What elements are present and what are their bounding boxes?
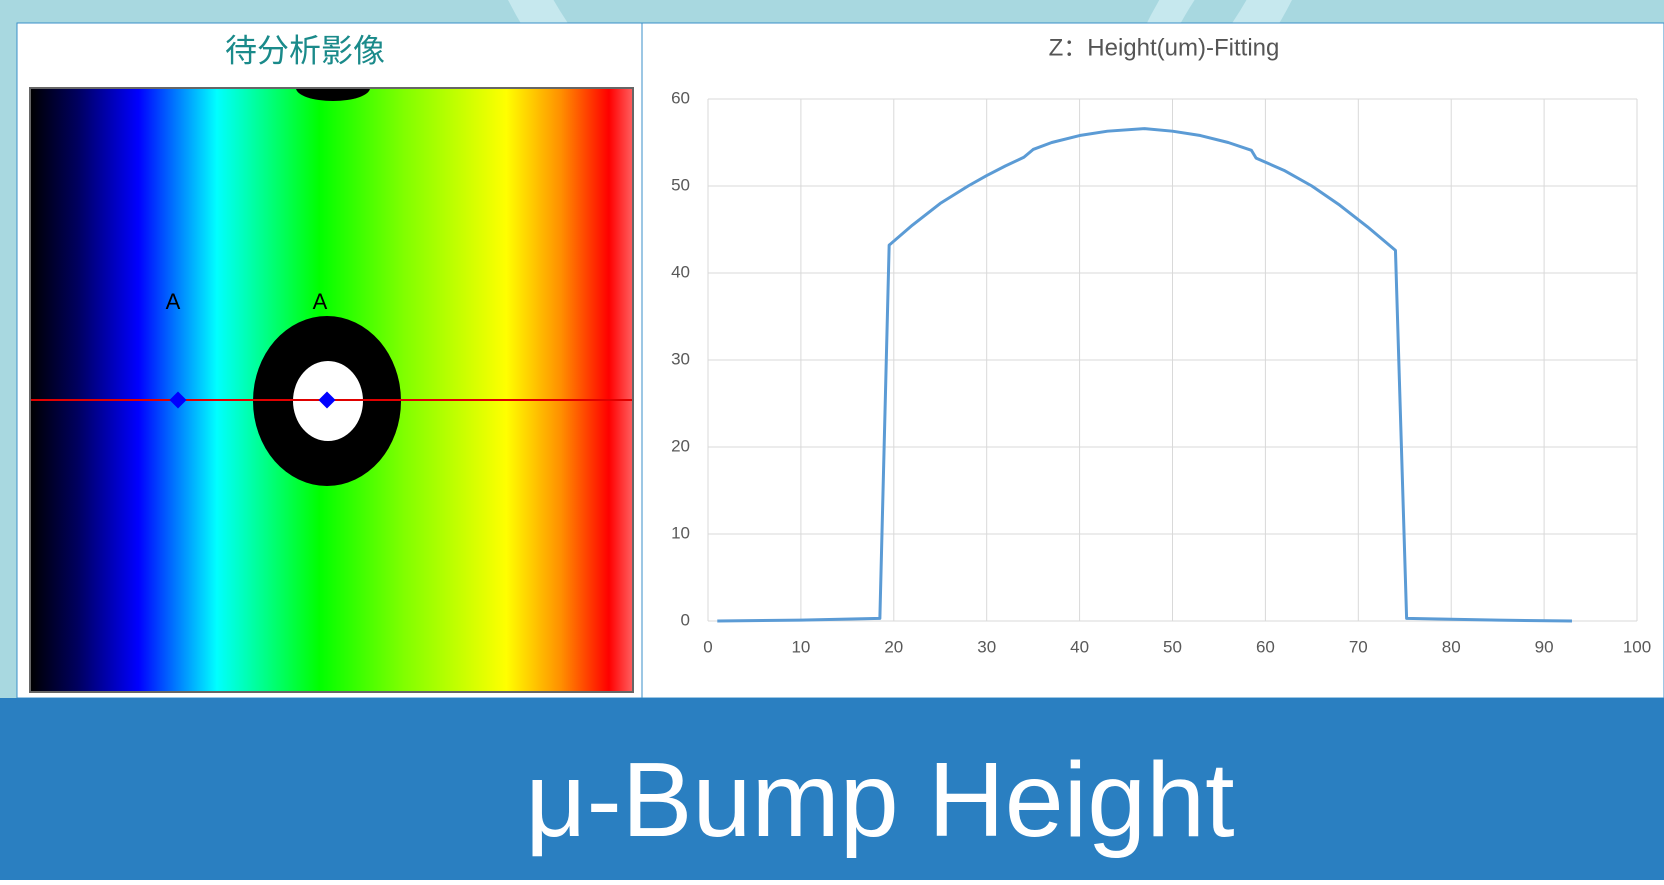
y-tick-label: 20 bbox=[671, 436, 690, 455]
y-tick-label: 40 bbox=[671, 262, 690, 281]
x-tick-label: 30 bbox=[977, 637, 996, 656]
banner-text: μ-Bump Height bbox=[525, 741, 1234, 859]
y-tick-label: 50 bbox=[671, 175, 690, 194]
y-tick-label: 60 bbox=[671, 88, 690, 107]
x-tick-label: 100 bbox=[1623, 637, 1651, 656]
slide: 待分析影像 A A Z：Height(um)-Fitting μ-Bump He… bbox=[0, 0, 1664, 880]
chart-title: Z：Height(um)-Fitting bbox=[1049, 34, 1280, 61]
image-title: 待分析影像 bbox=[225, 32, 385, 68]
marker-label: A bbox=[313, 289, 328, 314]
page: 待分析影像 A A Z：Height(um)-Fitting μ-Bump He… bbox=[0, 0, 1664, 880]
x-tick-label: 80 bbox=[1442, 637, 1461, 656]
x-tick-label: 70 bbox=[1349, 637, 1368, 656]
y-tick-label: 10 bbox=[671, 523, 690, 542]
x-tick-label: 10 bbox=[791, 637, 810, 656]
x-tick-label: 60 bbox=[1256, 637, 1275, 656]
y-tick-label: 30 bbox=[671, 349, 690, 368]
y-tick-label: 0 bbox=[681, 610, 690, 629]
x-tick-label: 40 bbox=[1070, 637, 1089, 656]
marker-label: A bbox=[166, 289, 181, 314]
x-tick-label: 20 bbox=[884, 637, 903, 656]
x-tick-label: 90 bbox=[1535, 637, 1554, 656]
x-tick-label: 50 bbox=[1163, 637, 1182, 656]
heatmap-image: A A bbox=[30, 75, 633, 692]
x-tick-label: 0 bbox=[703, 637, 712, 656]
